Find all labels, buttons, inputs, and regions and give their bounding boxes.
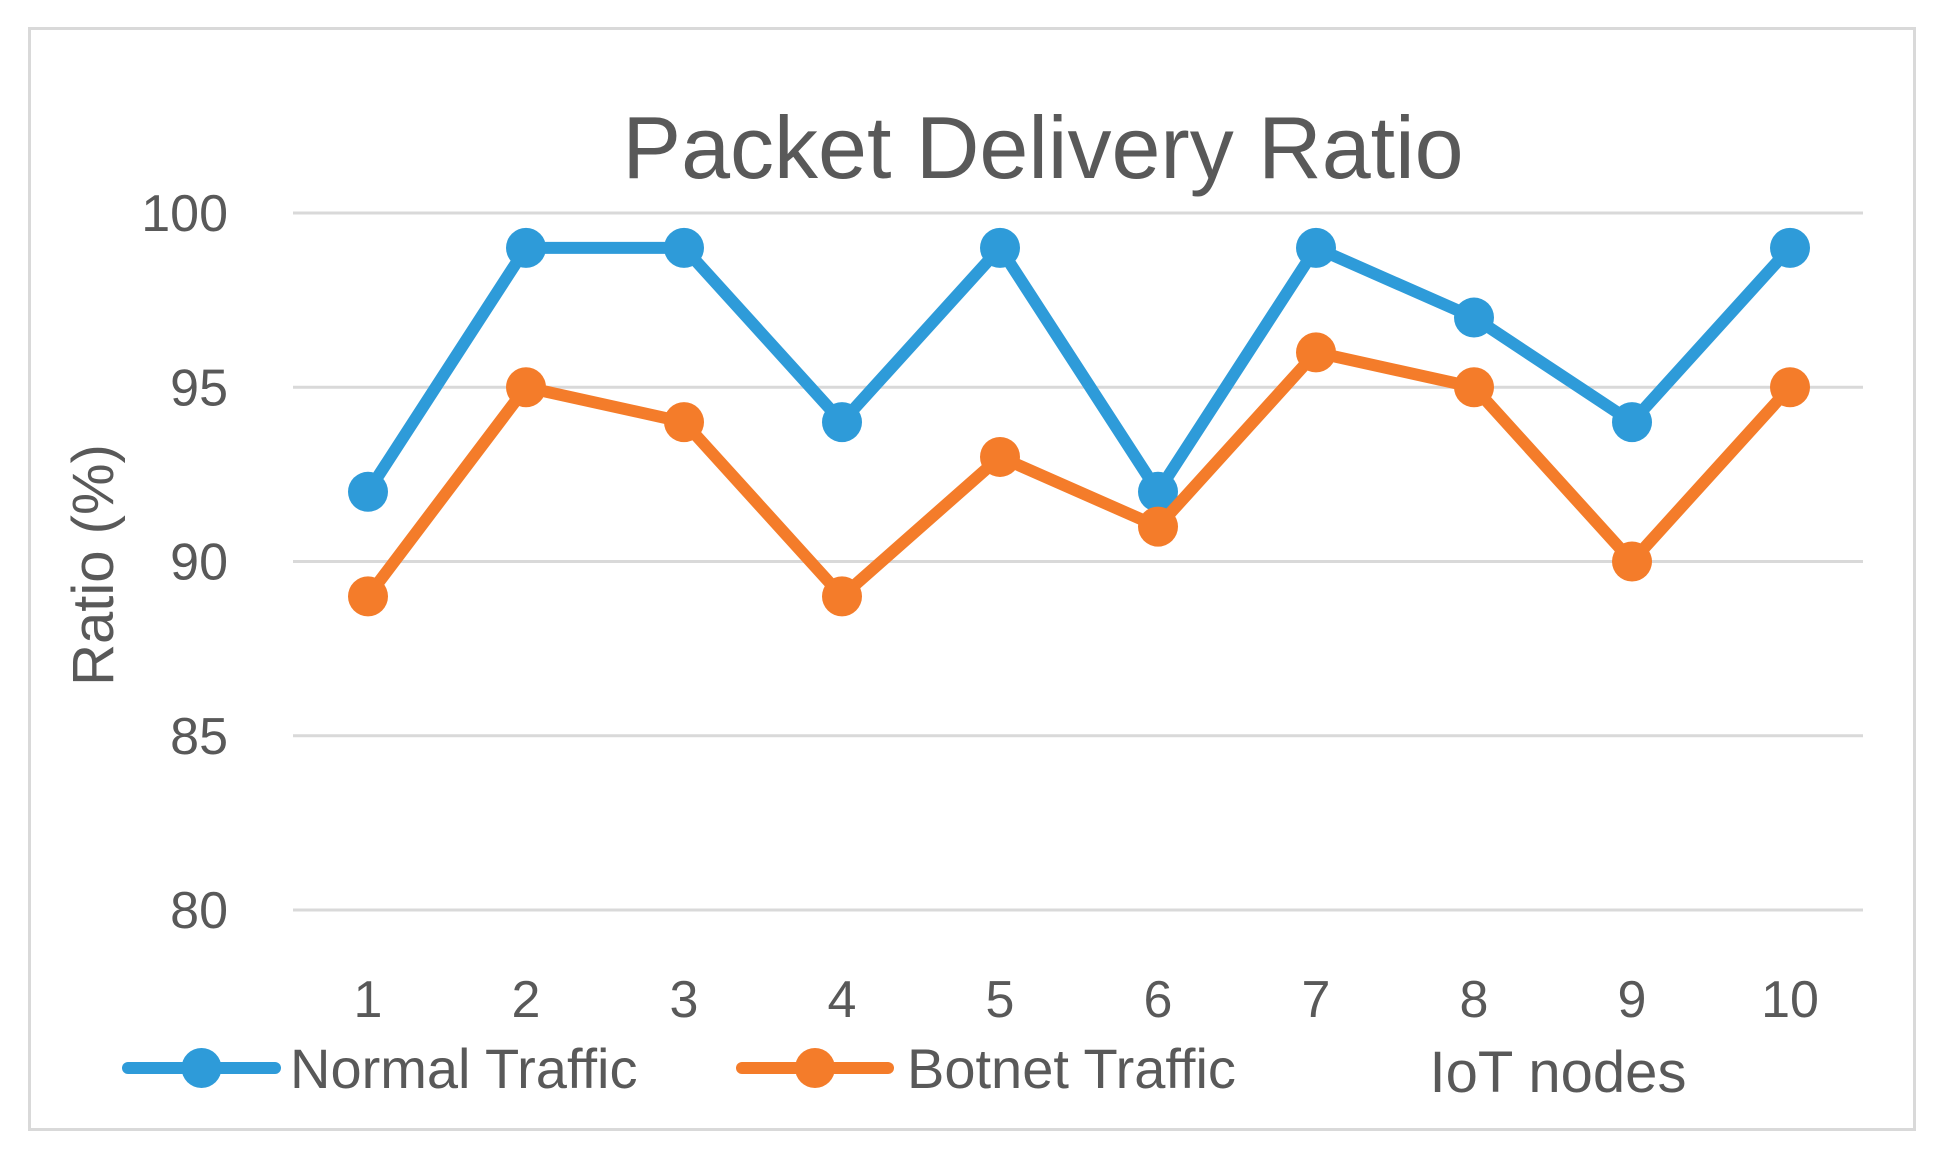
x-tick-label: 9 xyxy=(1618,971,1647,1029)
x-tick-label: 6 xyxy=(1144,971,1173,1029)
data-point xyxy=(1612,402,1652,443)
x-tick-label: 10 xyxy=(1761,971,1819,1029)
series-lines xyxy=(348,227,1810,617)
x-tick-label: 3 xyxy=(670,971,699,1029)
gridlines xyxy=(293,211,1863,912)
data-point xyxy=(980,436,1020,477)
data-point xyxy=(1296,227,1336,268)
legend-swatch-marker xyxy=(181,1048,222,1088)
data-point xyxy=(1138,471,1178,512)
legend-item-0: Normal Traffic xyxy=(122,1037,637,1100)
data-point xyxy=(822,576,862,617)
x-tick-label: 8 xyxy=(1460,971,1489,1029)
x-tick-label: 5 xyxy=(986,971,1015,1029)
x-tick-label: 2 xyxy=(512,971,541,1029)
data-point xyxy=(664,402,704,443)
series-1 xyxy=(348,332,1810,617)
data-point xyxy=(348,471,388,512)
data-point xyxy=(1612,541,1652,582)
data-point xyxy=(1770,227,1810,268)
y-tick-label: 80 xyxy=(170,882,228,940)
data-point xyxy=(1138,506,1178,547)
x-tick-label: 7 xyxy=(1302,971,1331,1029)
series-line xyxy=(362,346,1796,603)
y-axis-label: Ratio (%) xyxy=(61,444,126,686)
chart-title: Packet Delivery Ratio xyxy=(622,98,1463,197)
chart-frame xyxy=(28,27,1916,1131)
series-0 xyxy=(348,227,1810,512)
legend-swatch-marker xyxy=(795,1048,835,1088)
y-tick-label: 90 xyxy=(170,534,228,592)
x-tick-label: 1 xyxy=(354,971,383,1029)
x-axis-ticks: 1 2 3 4 5 6 7 8 9 10 xyxy=(354,971,1819,1029)
legend-item-1: Botnet Traffic xyxy=(736,1037,1236,1100)
x-axis-label: IoT nodes xyxy=(1430,1040,1687,1105)
y-tick-label: 100 xyxy=(141,185,228,243)
data-point xyxy=(506,367,546,408)
series-line xyxy=(362,241,1796,498)
legend: Normal Traffic Botnet Traffic xyxy=(122,1037,1236,1100)
legend-label: Normal Traffic xyxy=(290,1037,637,1100)
data-point xyxy=(506,227,546,268)
data-point xyxy=(1296,332,1336,373)
data-point xyxy=(1454,297,1494,338)
x-tick-label: 4 xyxy=(828,971,857,1029)
data-point xyxy=(980,227,1020,268)
legend-label: Botnet Traffic xyxy=(907,1037,1236,1100)
data-point xyxy=(664,227,704,268)
data-point xyxy=(1454,367,1494,408)
y-tick-label: 95 xyxy=(170,359,228,417)
data-point xyxy=(348,576,388,617)
y-axis-ticks: 80 85 90 95 100 xyxy=(141,185,228,940)
data-point xyxy=(822,402,862,443)
data-point xyxy=(1770,367,1810,408)
y-tick-label: 85 xyxy=(170,708,228,766)
